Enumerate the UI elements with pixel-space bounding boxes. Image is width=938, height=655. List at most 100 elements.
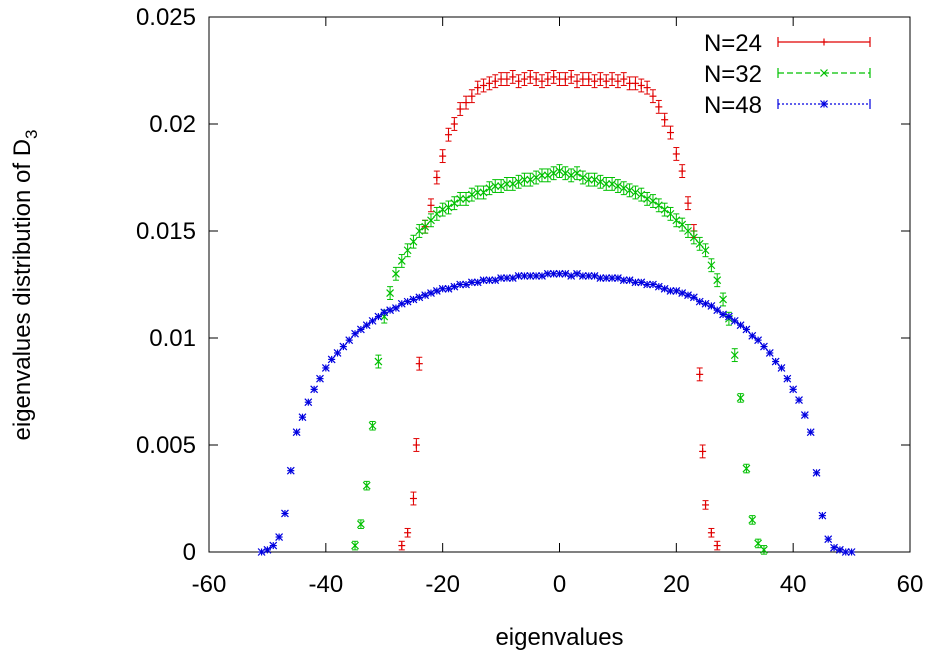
data-point bbox=[696, 370, 704, 378]
data-point bbox=[438, 205, 447, 214]
data-point bbox=[701, 246, 710, 255]
plot-frame bbox=[208, 16, 911, 553]
data-point bbox=[713, 306, 722, 315]
data-point bbox=[398, 542, 406, 550]
data-point bbox=[590, 272, 599, 280]
data-point bbox=[748, 331, 757, 340]
data-point bbox=[596, 274, 605, 283]
data-point bbox=[386, 289, 395, 297]
data-point bbox=[713, 276, 722, 285]
data-point bbox=[257, 548, 266, 556]
data-point bbox=[702, 501, 710, 509]
data-point bbox=[678, 289, 687, 297]
data-point bbox=[409, 495, 417, 502]
data-point bbox=[473, 188, 482, 197]
data-point bbox=[432, 209, 441, 218]
data-point bbox=[286, 466, 295, 475]
data-point bbox=[526, 272, 535, 280]
legend-label: N=24 bbox=[704, 30, 762, 57]
data-point bbox=[403, 297, 412, 306]
data-point bbox=[467, 278, 476, 287]
data-point bbox=[456, 105, 464, 113]
data-point bbox=[590, 175, 599, 184]
data-point bbox=[403, 246, 412, 255]
data-point bbox=[695, 297, 704, 306]
data-point bbox=[830, 543, 838, 552]
y-tick-label: 0.01 bbox=[149, 325, 196, 352]
tick-labels: -60 -40 -20 0 20 40 60 0 0.005 0.01 0.015 0.02 0.025 bbox=[136, 4, 923, 598]
data-point bbox=[736, 321, 745, 330]
data-point bbox=[765, 349, 774, 357]
data-point bbox=[491, 77, 499, 85]
data-point bbox=[613, 182, 622, 190]
data-point bbox=[555, 167, 564, 176]
data-point bbox=[509, 73, 517, 81]
data-point bbox=[795, 396, 803, 404]
data-point bbox=[269, 541, 278, 550]
x-tick-label: 40 bbox=[780, 571, 807, 598]
data-point bbox=[356, 325, 365, 334]
data-point bbox=[637, 278, 646, 287]
data-point bbox=[327, 355, 336, 364]
y-tick-label: 0 bbox=[183, 539, 196, 566]
x-tick-label: -60 bbox=[192, 571, 227, 598]
data-point bbox=[672, 286, 681, 295]
data-point bbox=[591, 77, 599, 85]
data-point bbox=[666, 129, 674, 137]
data-point bbox=[579, 75, 587, 83]
data-point bbox=[649, 280, 657, 289]
data-point bbox=[374, 357, 383, 366]
data-point bbox=[298, 413, 307, 422]
axis-ticks bbox=[208, 16, 911, 553]
data-point bbox=[445, 131, 453, 139]
data-point bbox=[526, 175, 535, 184]
data-point bbox=[596, 75, 604, 83]
data-point bbox=[491, 182, 500, 190]
data-point bbox=[613, 274, 622, 283]
data-point bbox=[561, 269, 570, 278]
data-point bbox=[596, 177, 605, 186]
data-point bbox=[684, 291, 692, 300]
data-point bbox=[333, 349, 342, 357]
data-point bbox=[754, 539, 763, 548]
data-point bbox=[409, 237, 418, 246]
data-point bbox=[602, 77, 610, 85]
data-point bbox=[695, 239, 704, 248]
data-point bbox=[578, 272, 587, 280]
data-point bbox=[678, 167, 686, 175]
data-point bbox=[584, 272, 593, 280]
data-point bbox=[368, 316, 377, 325]
data-point bbox=[631, 79, 639, 87]
data-point bbox=[392, 304, 400, 312]
data-point bbox=[543, 171, 552, 180]
data-point bbox=[730, 316, 739, 325]
data-point bbox=[654, 282, 663, 291]
data-point bbox=[719, 295, 727, 304]
data-point bbox=[771, 357, 780, 366]
data-point bbox=[444, 203, 453, 212]
data-point bbox=[608, 274, 616, 283]
data-point bbox=[515, 77, 523, 85]
data-point bbox=[538, 272, 546, 280]
data-point bbox=[707, 261, 716, 270]
data-point bbox=[699, 447, 707, 455]
data-point bbox=[620, 75, 628, 83]
data-point bbox=[567, 272, 576, 280]
data-point bbox=[485, 184, 494, 193]
data-point bbox=[263, 545, 272, 554]
series-layer bbox=[257, 70, 856, 556]
data-point bbox=[812, 468, 821, 477]
data-point bbox=[818, 511, 827, 520]
data-point bbox=[684, 199, 692, 207]
data-point bbox=[625, 276, 634, 285]
data-point bbox=[549, 169, 558, 178]
data-point bbox=[427, 289, 435, 297]
legend-entry-2: N=48 bbox=[704, 92, 871, 119]
data-point bbox=[392, 269, 400, 278]
data-point bbox=[374, 312, 383, 321]
data-point bbox=[514, 272, 523, 280]
data-point bbox=[806, 428, 815, 437]
data-point bbox=[789, 385, 798, 394]
data-point bbox=[520, 175, 529, 184]
data-point bbox=[824, 535, 833, 544]
